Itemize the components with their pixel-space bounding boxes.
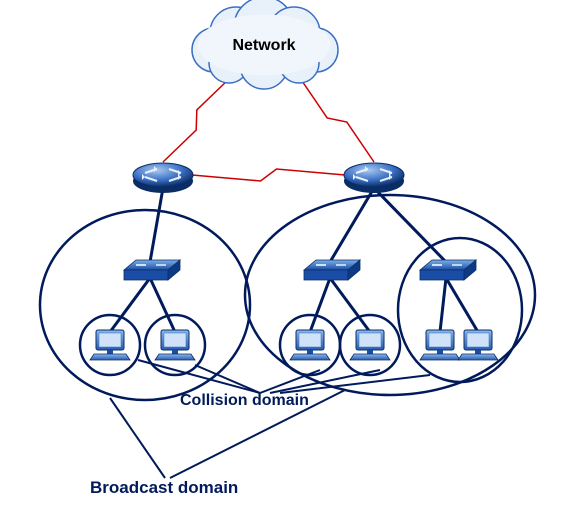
pointer-lines-layer: [110, 360, 430, 478]
network-diagram: Network Collision domain Broadcast domain: [0, 0, 564, 506]
pc-icon: [420, 330, 460, 360]
pc-icon: [350, 330, 390, 360]
wan-link: [300, 78, 374, 162]
pc-icon: [155, 330, 195, 360]
pc-icon: [290, 330, 330, 360]
collision-pointer-line: [270, 370, 380, 393]
broadcast-pointer-line: [110, 398, 165, 478]
lan-link: [446, 278, 478, 332]
router-icon: [133, 163, 193, 193]
broadcast-domain-label: Broadcast domain: [90, 478, 238, 497]
domain-circles-layer: [40, 195, 535, 400]
switch-icon: [124, 260, 180, 280]
router-icon: [344, 163, 404, 193]
devices-layer: Network: [90, 0, 498, 360]
cloud-icon: Network: [192, 0, 338, 89]
lan-link: [150, 188, 163, 262]
wan-link: [163, 78, 230, 162]
cloud-label: Network: [232, 37, 295, 54]
labels-layer: Collision domain Broadcast domain: [90, 392, 309, 497]
pc-icon: [90, 330, 130, 360]
collision-domain-label: Collision domain: [180, 392, 309, 409]
switch-icon: [420, 260, 476, 280]
broadcast-domain-circle: [40, 210, 250, 400]
links-layer: [110, 78, 478, 332]
lan-link: [310, 278, 330, 332]
lan-link: [440, 278, 446, 332]
pc-icon: [458, 330, 498, 360]
switch-icon: [304, 260, 360, 280]
wan-link: [192, 169, 345, 181]
